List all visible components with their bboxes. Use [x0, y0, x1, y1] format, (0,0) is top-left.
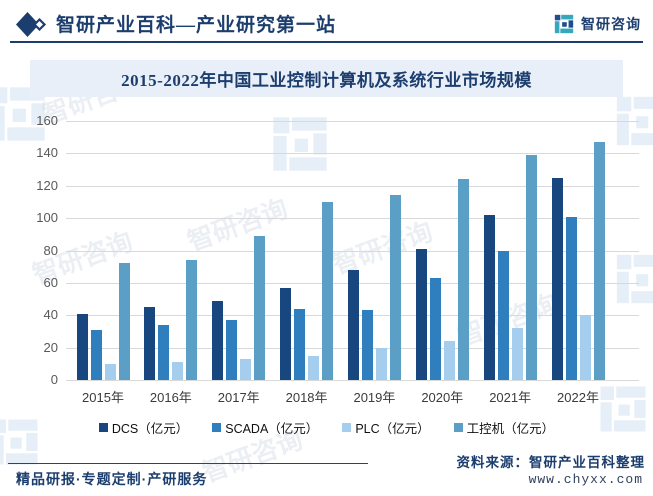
legend-item-label: SCADA（亿元）: [225, 421, 319, 436]
bar: [144, 307, 156, 380]
y-axis-label: 120: [36, 177, 58, 193]
x-axis-label: 2022年: [557, 390, 599, 405]
watermark-logo-icon: [616, 254, 653, 304]
y-axis-label: 60: [43, 274, 58, 290]
gridline: [66, 218, 639, 220]
bar: [443, 341, 455, 380]
y-axis-label: 80: [43, 242, 58, 258]
legend-item-label: 工控机（亿元）: [466, 421, 555, 436]
brand-logo-icon: [554, 14, 574, 34]
gridline: [66, 250, 639, 252]
bar: [415, 248, 427, 380]
y-axis-label: 0: [50, 372, 58, 387]
gridline: [66, 380, 639, 381]
bar: [457, 179, 469, 380]
bar: [118, 263, 130, 380]
bar: [172, 362, 184, 380]
bar: [551, 177, 563, 380]
bar: [308, 355, 320, 380]
legend-swatch: [342, 422, 352, 432]
y-axis-label: 160: [36, 113, 58, 128]
legend: DCS（亿元） SCADA（亿元） PLC（亿元） 工控机（亿元）: [0, 417, 653, 437]
x-axis-label: 2020年: [421, 390, 464, 405]
chart-title: 2015-2022年中国工业控制计算机及系统行业市场规模: [121, 71, 532, 90]
legend-swatch: [212, 422, 222, 432]
bar: [483, 214, 495, 380]
bar: [361, 310, 373, 380]
header: 智研产业百科—产业研究第一站 智研咨询: [10, 8, 643, 43]
brand-name: 智研咨询: [581, 16, 641, 32]
footer-source: 资料来源：智研产业百科整理: [456, 455, 645, 470]
bar: [186, 260, 198, 380]
x-axis-label: 2016年: [149, 390, 192, 405]
bar: [76, 313, 88, 380]
bar: [212, 300, 224, 380]
page-title: 智研产业百科—产业研究第一站: [56, 15, 337, 36]
y-axis-label: 140: [36, 145, 58, 161]
x-axis-label: 2019年: [353, 390, 396, 405]
legend-swatch: [98, 422, 108, 432]
diamond-icon: [16, 11, 48, 43]
legend-item-label: DCS（亿元）: [111, 421, 189, 436]
bar: [497, 250, 509, 380]
legend-item-label: PLC（亿元）: [355, 421, 430, 436]
bar: [375, 347, 387, 380]
bar: [511, 328, 523, 380]
bar: [429, 278, 441, 380]
legend-item: SCADA（亿元）: [212, 418, 318, 437]
x-axis-label: 2021年: [489, 390, 532, 405]
gridline: [66, 185, 639, 187]
footer-divider: [8, 463, 368, 464]
legend-item: 工控机（亿元）: [453, 418, 555, 437]
bar: [280, 287, 292, 380]
bar: [104, 363, 116, 380]
bar: [322, 201, 334, 380]
y-axis-label: 100: [36, 210, 58, 226]
bar: [347, 269, 359, 380]
x-axis-label: 2015年: [82, 390, 124, 405]
legend-item: PLC（亿元）: [342, 418, 430, 437]
bar: [525, 154, 537, 380]
y-axis-label: 40: [43, 307, 58, 323]
bar: [389, 195, 401, 380]
y-axis-label: 20: [43, 339, 58, 355]
chart-title-banner: 2015-2022年中国工业控制计算机及系统行业市场规模: [30, 60, 623, 97]
watermark-text: 智研咨询: [183, 193, 292, 257]
legend-swatch: [453, 422, 463, 432]
bar: [90, 329, 102, 380]
x-axis-label: 2018年: [285, 390, 328, 405]
x-axis-label: 2017年: [217, 390, 260, 405]
bar: [294, 308, 306, 380]
gridline: [66, 153, 639, 155]
footer-site: www.chyxx.com: [528, 472, 643, 487]
gridline: [66, 121, 639, 122]
legend-item: DCS（亿元）: [98, 418, 189, 437]
footer-tagline: 精品研报·专题定制·产研服务: [16, 471, 208, 487]
brand: 智研咨询: [553, 13, 641, 35]
bar: [254, 235, 266, 380]
bar: [579, 315, 591, 380]
bar: [240, 358, 252, 380]
bar: [158, 324, 170, 380]
bar: [226, 320, 238, 380]
bar: [565, 216, 577, 380]
bar: [593, 142, 605, 380]
